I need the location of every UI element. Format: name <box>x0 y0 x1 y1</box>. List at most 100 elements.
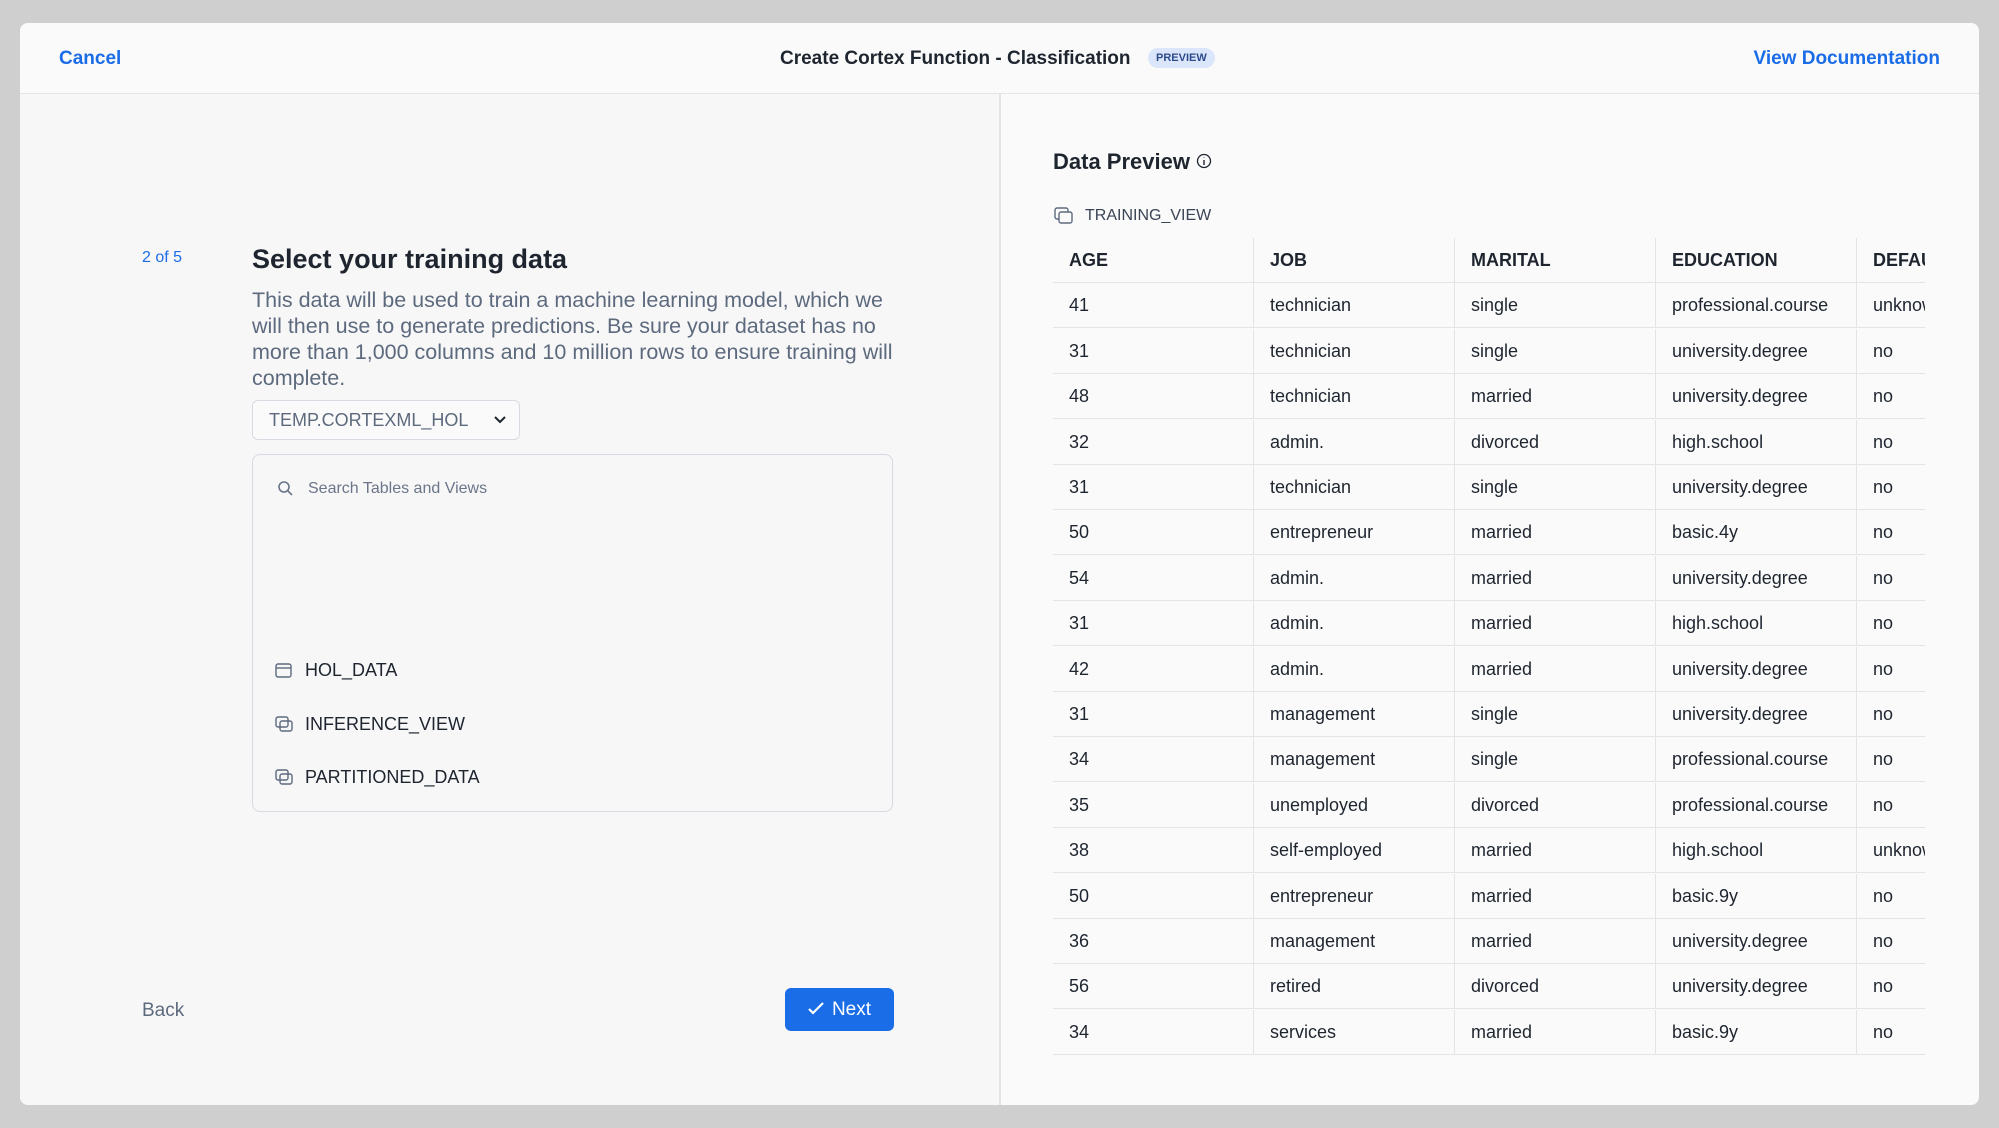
list-item[interactable]: PREDICTIONS <box>253 806 892 812</box>
cancel-button[interactable]: Cancel <box>59 48 122 69</box>
table-cell: entrepreneur <box>1254 873 1455 919</box>
table-cell: university.degree <box>1656 555 1857 601</box>
table-cell: university.degree <box>1656 465 1857 510</box>
schema-dropdown[interactable]: TEMP.CORTEXML_HOL <box>252 400 520 440</box>
preview-source: TRAINING_VIEW <box>1085 207 1212 224</box>
table-cell: single <box>1455 465 1656 510</box>
table-cell: technician <box>1254 465 1455 510</box>
table-cell: married <box>1455 510 1656 556</box>
search-input[interactable]: Search Tables and Views <box>308 480 488 497</box>
table-cell: no <box>1857 601 1925 647</box>
table-cell: university.degree <box>1656 692 1857 737</box>
table-cell: 31 <box>1053 328 1254 374</box>
table-cell: unknown <box>1857 828 1925 874</box>
table-cell: 42 <box>1053 646 1254 692</box>
column-header: DEFAULT <box>1857 238 1925 283</box>
preview-badge: PREVIEW <box>1148 48 1215 68</box>
table-cell: no <box>1857 556 1925 601</box>
column-header: JOB <box>1254 238 1455 283</box>
table-cell: 32 <box>1053 419 1254 465</box>
left-pane: 2 of 5 Select your training data This da… <box>20 94 1001 1105</box>
table-cell: technician <box>1254 328 1455 374</box>
list-item[interactable]: INFERENCE_VIEW <box>253 699 892 750</box>
table-cell: 34 <box>1053 1009 1254 1055</box>
docs-link[interactable]: View Documentation <box>1753 48 1940 69</box>
table-cell: admin. <box>1254 601 1455 647</box>
table-cell: admin. <box>1254 419 1455 465</box>
step-counter: 2 of 5 <box>142 249 183 266</box>
table-cell: university.degree <box>1656 374 1857 420</box>
table-cell: university.degree <box>1656 328 1857 374</box>
table-cell: no <box>1857 692 1925 737</box>
view-icon <box>1054 207 1073 224</box>
modal: Cancel Create Cortex Function - Classifi… <box>20 23 1979 1105</box>
preview-title-text: Data Preview <box>1053 149 1190 174</box>
table-cell: unknown <box>1857 283 1925 329</box>
table-cell: no <box>1857 783 1925 828</box>
table-cell: single <box>1455 692 1656 737</box>
item-icon <box>275 715 293 732</box>
table-list: Search Tables and Views HOL_DATA INFERENC… <box>252 454 893 812</box>
table-cell: no <box>1857 329 1925 374</box>
table-cell: 41 <box>1053 283 1254 329</box>
table-cell: 31 <box>1053 692 1254 737</box>
chevron-icon <box>494 416 506 424</box>
table-cell: 31 <box>1053 601 1254 647</box>
table-cell: no <box>1857 510 1925 556</box>
table-cell: technician <box>1254 283 1455 329</box>
preview-table: AGEJOBMARITALEDUCATIONDEFAULT41technicia… <box>1053 238 1925 1078</box>
table-cell: services <box>1254 1009 1455 1055</box>
table-cell: high.school <box>1656 828 1857 874</box>
table-cell: divorced <box>1455 782 1656 828</box>
table-cell: 54 <box>1053 555 1254 601</box>
list-item[interactable]: HOL_DATA <box>253 645 892 696</box>
table-cell: university.degree <box>1656 646 1857 692</box>
schema-name: TEMP.CORTEXML_HOL <box>269 410 469 430</box>
list-item[interactable]: PARTITIONED_DATA <box>253 752 892 803</box>
table-cell: 31 <box>1053 465 1254 510</box>
table-cell: no <box>1857 919 1925 964</box>
column-header: MARITAL <box>1455 238 1656 283</box>
table-cell: 56 <box>1053 964 1254 1010</box>
table-cell: management <box>1254 692 1455 737</box>
column-header: AGE <box>1053 238 1254 283</box>
table-cell: married <box>1455 873 1656 919</box>
table-cell: divorced <box>1455 964 1656 1010</box>
table-cell: entrepreneur <box>1254 510 1455 556</box>
table-cell: 36 <box>1053 919 1254 964</box>
table-cell: no <box>1857 1010 1925 1055</box>
table-cell: management <box>1254 919 1455 964</box>
table-cell: single <box>1455 283 1656 329</box>
info-icon <box>1196 153 1212 169</box>
next-label: Next <box>831 999 872 1020</box>
table-cell: single <box>1455 328 1656 374</box>
item-name: INFERENCE_VIEW <box>305 713 466 734</box>
item-name: HOL_DATA <box>305 660 398 680</box>
table-cell: 35 <box>1053 782 1254 828</box>
step-description: This data will be used to train a machin… <box>252 288 893 390</box>
table-cell: married <box>1455 374 1656 420</box>
next-button[interactable]: Next <box>785 988 894 1031</box>
table-cell: professional.course <box>1656 283 1857 329</box>
table-cell: divorced <box>1455 419 1656 465</box>
table-cell: university.degree <box>1656 919 1857 964</box>
table-cell: basic.4y <box>1656 510 1857 556</box>
table-cell: married <box>1455 555 1656 601</box>
table-cell: no <box>1857 737 1925 783</box>
back-button[interactable]: Back <box>142 1000 185 1021</box>
table-cell: high.school <box>1656 601 1857 647</box>
table-cell: 48 <box>1053 374 1254 420</box>
table-cell: university.degree <box>1656 964 1857 1010</box>
item-icon <box>275 769 293 785</box>
header: Cancel Create Cortex Function - Classifi… <box>20 23 1979 94</box>
table-cell: high.school <box>1656 419 1857 465</box>
table-cell: self-employed <box>1254 828 1455 874</box>
preview-title: Data Preview <box>1053 149 1212 175</box>
table-cell: 50 <box>1053 873 1254 919</box>
item-name: PARTITIONED_DATA <box>305 767 480 787</box>
table-cell: admin. <box>1254 646 1455 692</box>
table-cell: 38 <box>1053 828 1254 874</box>
table-cell: married <box>1455 828 1656 874</box>
table-cell: no <box>1857 647 1925 692</box>
